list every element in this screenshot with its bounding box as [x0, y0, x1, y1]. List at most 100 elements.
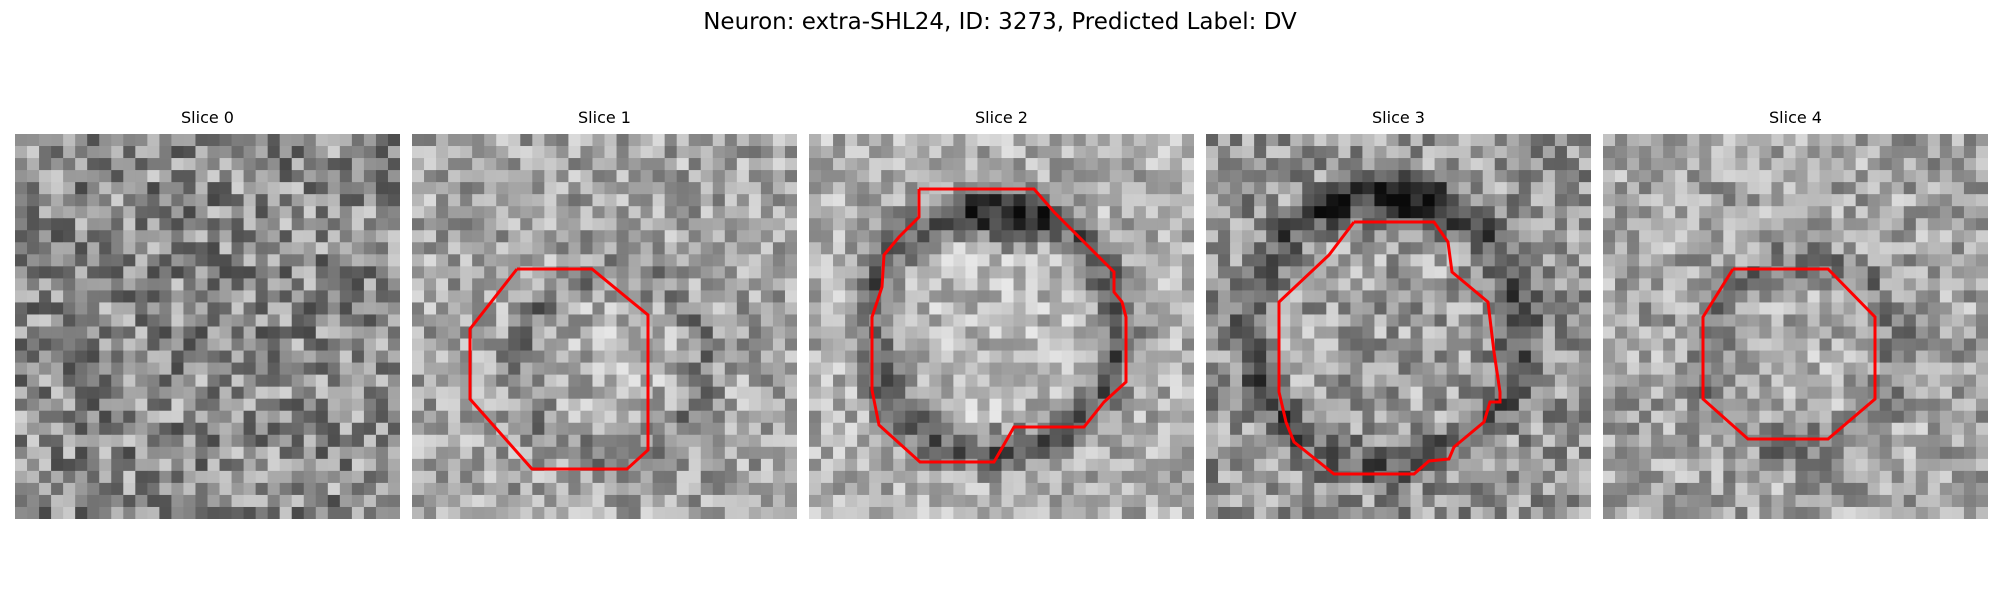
- image-pixel: [1903, 446, 1917, 460]
- image-pixel: [833, 434, 846, 448]
- image-pixel: [1218, 266, 1231, 279]
- image-pixel: [1049, 362, 1063, 376]
- image-pixel: [989, 422, 1002, 436]
- image-pixel: [436, 230, 449, 243]
- image-pixel: [375, 398, 389, 412]
- image-pixel: [99, 146, 112, 159]
- image-pixel: [1206, 194, 1219, 207]
- image-pixel: [520, 446, 533, 460]
- image-pixel: [1795, 158, 1808, 171]
- image-pixel: [1795, 338, 1808, 351]
- image-pixel: [1518, 338, 1532, 351]
- image-pixel: [63, 386, 76, 400]
- image-pixel: [448, 446, 461, 460]
- image-pixel: [15, 182, 28, 195]
- image-pixel: [1314, 146, 1327, 159]
- image-pixel: [809, 302, 822, 315]
- image-pixel: [929, 314, 942, 327]
- image-pixel: [1001, 326, 1014, 339]
- image-pixel: [123, 278, 136, 291]
- image-pixel: [989, 254, 1002, 267]
- image-pixel: [1398, 194, 1411, 207]
- image-pixel: [1879, 290, 1893, 303]
- image-pixel: [279, 206, 293, 219]
- image-pixel: [1049, 434, 1063, 448]
- image-pixel: [15, 374, 28, 388]
- image-pixel: [171, 290, 184, 303]
- image-pixel: [640, 146, 654, 159]
- image-pixel: [712, 386, 726, 400]
- image-pixel: [1554, 506, 1568, 519]
- image-pixel: [1109, 194, 1123, 207]
- image-pixel: [1951, 182, 1965, 195]
- image-pixel: [1566, 410, 1580, 424]
- image-pixel: [736, 182, 750, 195]
- image-pixel: [63, 134, 76, 147]
- image-pixel: [1278, 374, 1291, 388]
- image-pixel: [1867, 278, 1881, 291]
- image-pixel: [556, 290, 569, 303]
- image-pixel: [207, 266, 220, 279]
- image-pixel: [881, 302, 894, 315]
- image-pixel: [63, 266, 76, 279]
- image-pixel: [363, 458, 377, 472]
- image-pixel: [989, 434, 1002, 448]
- image-pixel: [279, 494, 293, 508]
- image-pixel: [231, 290, 244, 303]
- image-pixel: [1723, 254, 1736, 267]
- image-pixel: [1651, 362, 1664, 376]
- image-pixel: [1651, 458, 1664, 472]
- image-pixel: [628, 434, 641, 448]
- image-pixel: [291, 410, 305, 424]
- image-pixel: [1338, 422, 1351, 436]
- image-pixel: [977, 422, 990, 436]
- image-pixel: [1627, 362, 1640, 376]
- image-pixel: [51, 230, 64, 243]
- image-pixel: [159, 458, 172, 472]
- image-pixel: [1807, 194, 1820, 207]
- image-pixel: [1506, 314, 1520, 327]
- image-pixel: [363, 446, 377, 460]
- image-pixel: [977, 470, 990, 484]
- image-pixel: [327, 230, 341, 243]
- image-pixel: [628, 398, 641, 412]
- image-pixel: [436, 458, 449, 472]
- image-pixel: [159, 182, 172, 195]
- image-pixel: [508, 242, 521, 255]
- image-pixel: [712, 314, 726, 327]
- image-pixel: [700, 398, 714, 412]
- image-pixel: [592, 326, 605, 339]
- image-pixel: [1566, 506, 1580, 519]
- image-pixel: [1025, 194, 1038, 207]
- image-pixel: [1963, 338, 1977, 351]
- image-pixel: [1578, 314, 1591, 327]
- image-pixel: [712, 158, 726, 171]
- image-pixel: [1037, 470, 1051, 484]
- image-pixel: [1145, 278, 1159, 291]
- image-pixel: [1843, 398, 1857, 412]
- image-pixel: [339, 362, 353, 376]
- image-pixel: [1831, 362, 1845, 376]
- image-pixel: [1506, 446, 1520, 460]
- image-pixel: [1939, 146, 1953, 159]
- image-pixel: [1374, 350, 1387, 363]
- image-pixel: [460, 422, 473, 436]
- image-pixel: [87, 422, 100, 436]
- image-pixel: [1121, 194, 1135, 207]
- image-pixel: [1615, 422, 1628, 436]
- image-pixel: [592, 422, 605, 436]
- slice-image: [15, 134, 400, 519]
- image-pixel: [1254, 374, 1267, 388]
- image-pixel: [1554, 242, 1568, 255]
- image-pixel: [123, 242, 136, 255]
- image-pixel: [700, 230, 714, 243]
- image-pixel: [784, 398, 797, 412]
- image-pixel: [568, 350, 581, 363]
- image-pixel: [1121, 482, 1135, 496]
- image-pixel: [279, 482, 293, 496]
- image-pixel: [1615, 290, 1628, 303]
- image-pixel: [1566, 482, 1580, 496]
- image-pixel: [219, 446, 232, 460]
- image-pixel: [1121, 242, 1135, 255]
- image-pixel: [1434, 230, 1448, 243]
